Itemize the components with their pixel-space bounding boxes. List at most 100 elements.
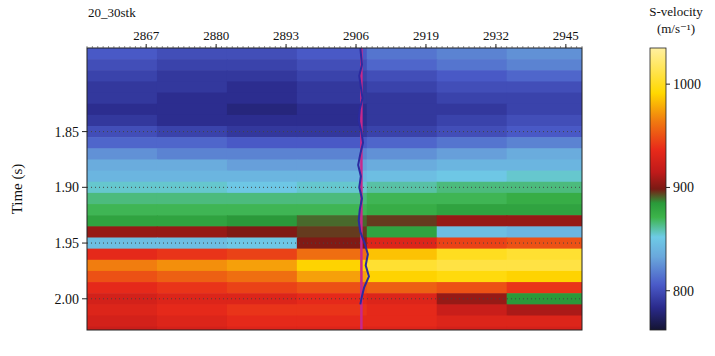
x-minor-tick	[404, 46, 405, 48]
cell	[87, 193, 158, 205]
cell	[437, 93, 508, 105]
cell	[87, 171, 158, 183]
cell	[507, 148, 582, 160]
cell	[157, 249, 228, 261]
cell	[297, 204, 368, 216]
cell	[227, 271, 298, 283]
cell	[227, 316, 298, 328]
cell	[157, 59, 228, 71]
x-minor-tick	[452, 46, 453, 48]
cell	[87, 226, 158, 238]
x-tick	[495, 44, 496, 48]
x-tick	[146, 44, 147, 48]
x-minor-tick	[146, 46, 147, 48]
cell	[87, 126, 158, 138]
cell	[157, 193, 228, 205]
x-minor-tick	[232, 46, 233, 48]
cell	[507, 260, 582, 272]
cell	[87, 293, 158, 305]
cell	[297, 159, 368, 171]
x-minor-tick	[269, 46, 270, 48]
cell	[157, 93, 228, 105]
cell	[437, 70, 508, 82]
cell	[157, 304, 228, 316]
x-tick-label: 2945	[553, 28, 579, 43]
cell	[297, 59, 368, 71]
cell	[367, 182, 438, 194]
cell	[297, 193, 368, 205]
cell	[507, 48, 582, 60]
cell	[297, 215, 368, 227]
x-minor-tick	[361, 46, 362, 48]
cell	[367, 237, 438, 249]
cell	[227, 171, 298, 183]
cell	[507, 193, 582, 205]
x-minor-tick	[382, 46, 383, 48]
cell	[87, 159, 158, 171]
cell	[297, 137, 368, 149]
cell	[507, 271, 582, 283]
x-minor-tick	[366, 46, 367, 48]
x-minor-tick	[189, 46, 190, 48]
cell	[507, 316, 582, 328]
x-minor-tick	[447, 46, 448, 48]
cell	[87, 104, 158, 116]
x-minor-tick	[490, 46, 491, 48]
cell	[437, 282, 508, 294]
x-minor-tick	[173, 46, 174, 48]
x-minor-tick	[248, 46, 249, 48]
cell	[507, 204, 582, 216]
cell	[367, 148, 438, 160]
x-minor-tick	[312, 46, 313, 48]
cell	[227, 70, 298, 82]
cell	[157, 215, 228, 227]
cell	[297, 104, 368, 116]
cell	[367, 327, 438, 330]
cell	[437, 249, 508, 261]
cell	[437, 48, 508, 60]
cell	[367, 282, 438, 294]
x-minor-tick	[409, 46, 410, 48]
cell	[437, 204, 508, 216]
cell	[297, 70, 368, 82]
cell	[437, 104, 508, 116]
x-tick	[216, 44, 217, 48]
cell	[367, 171, 438, 183]
x-minor-tick	[431, 46, 432, 48]
x-minor-tick	[506, 46, 507, 48]
colorbar	[650, 48, 666, 330]
cell	[87, 148, 158, 160]
cell	[297, 271, 368, 283]
y-tick-label: 1.85	[55, 125, 80, 140]
x-minor-tick	[210, 46, 211, 48]
x-minor-tick	[495, 46, 496, 48]
colorbar-tick	[666, 84, 670, 85]
cell	[507, 59, 582, 71]
cell	[437, 327, 508, 330]
x-minor-tick	[264, 46, 265, 48]
cell	[507, 304, 582, 316]
cell	[227, 282, 298, 294]
x-minor-tick	[485, 46, 486, 48]
cell	[227, 204, 298, 216]
cell	[227, 193, 298, 205]
y-tick	[82, 243, 87, 244]
cell	[87, 59, 158, 71]
x-minor-tick	[135, 46, 136, 48]
cell	[157, 260, 228, 272]
cell	[507, 93, 582, 105]
x-minor-tick	[522, 46, 523, 48]
cell	[297, 93, 368, 105]
x-tick	[286, 44, 287, 48]
x-minor-tick	[582, 46, 583, 48]
cell	[507, 282, 582, 294]
cell	[437, 316, 508, 328]
cell	[157, 271, 228, 283]
cell	[297, 260, 368, 272]
colorbar-unit: (m/s⁻¹)	[657, 21, 695, 36]
cell	[367, 193, 438, 205]
cell	[507, 70, 582, 82]
x-minor-tick	[275, 46, 276, 48]
cell	[367, 48, 438, 60]
cell	[297, 327, 368, 330]
